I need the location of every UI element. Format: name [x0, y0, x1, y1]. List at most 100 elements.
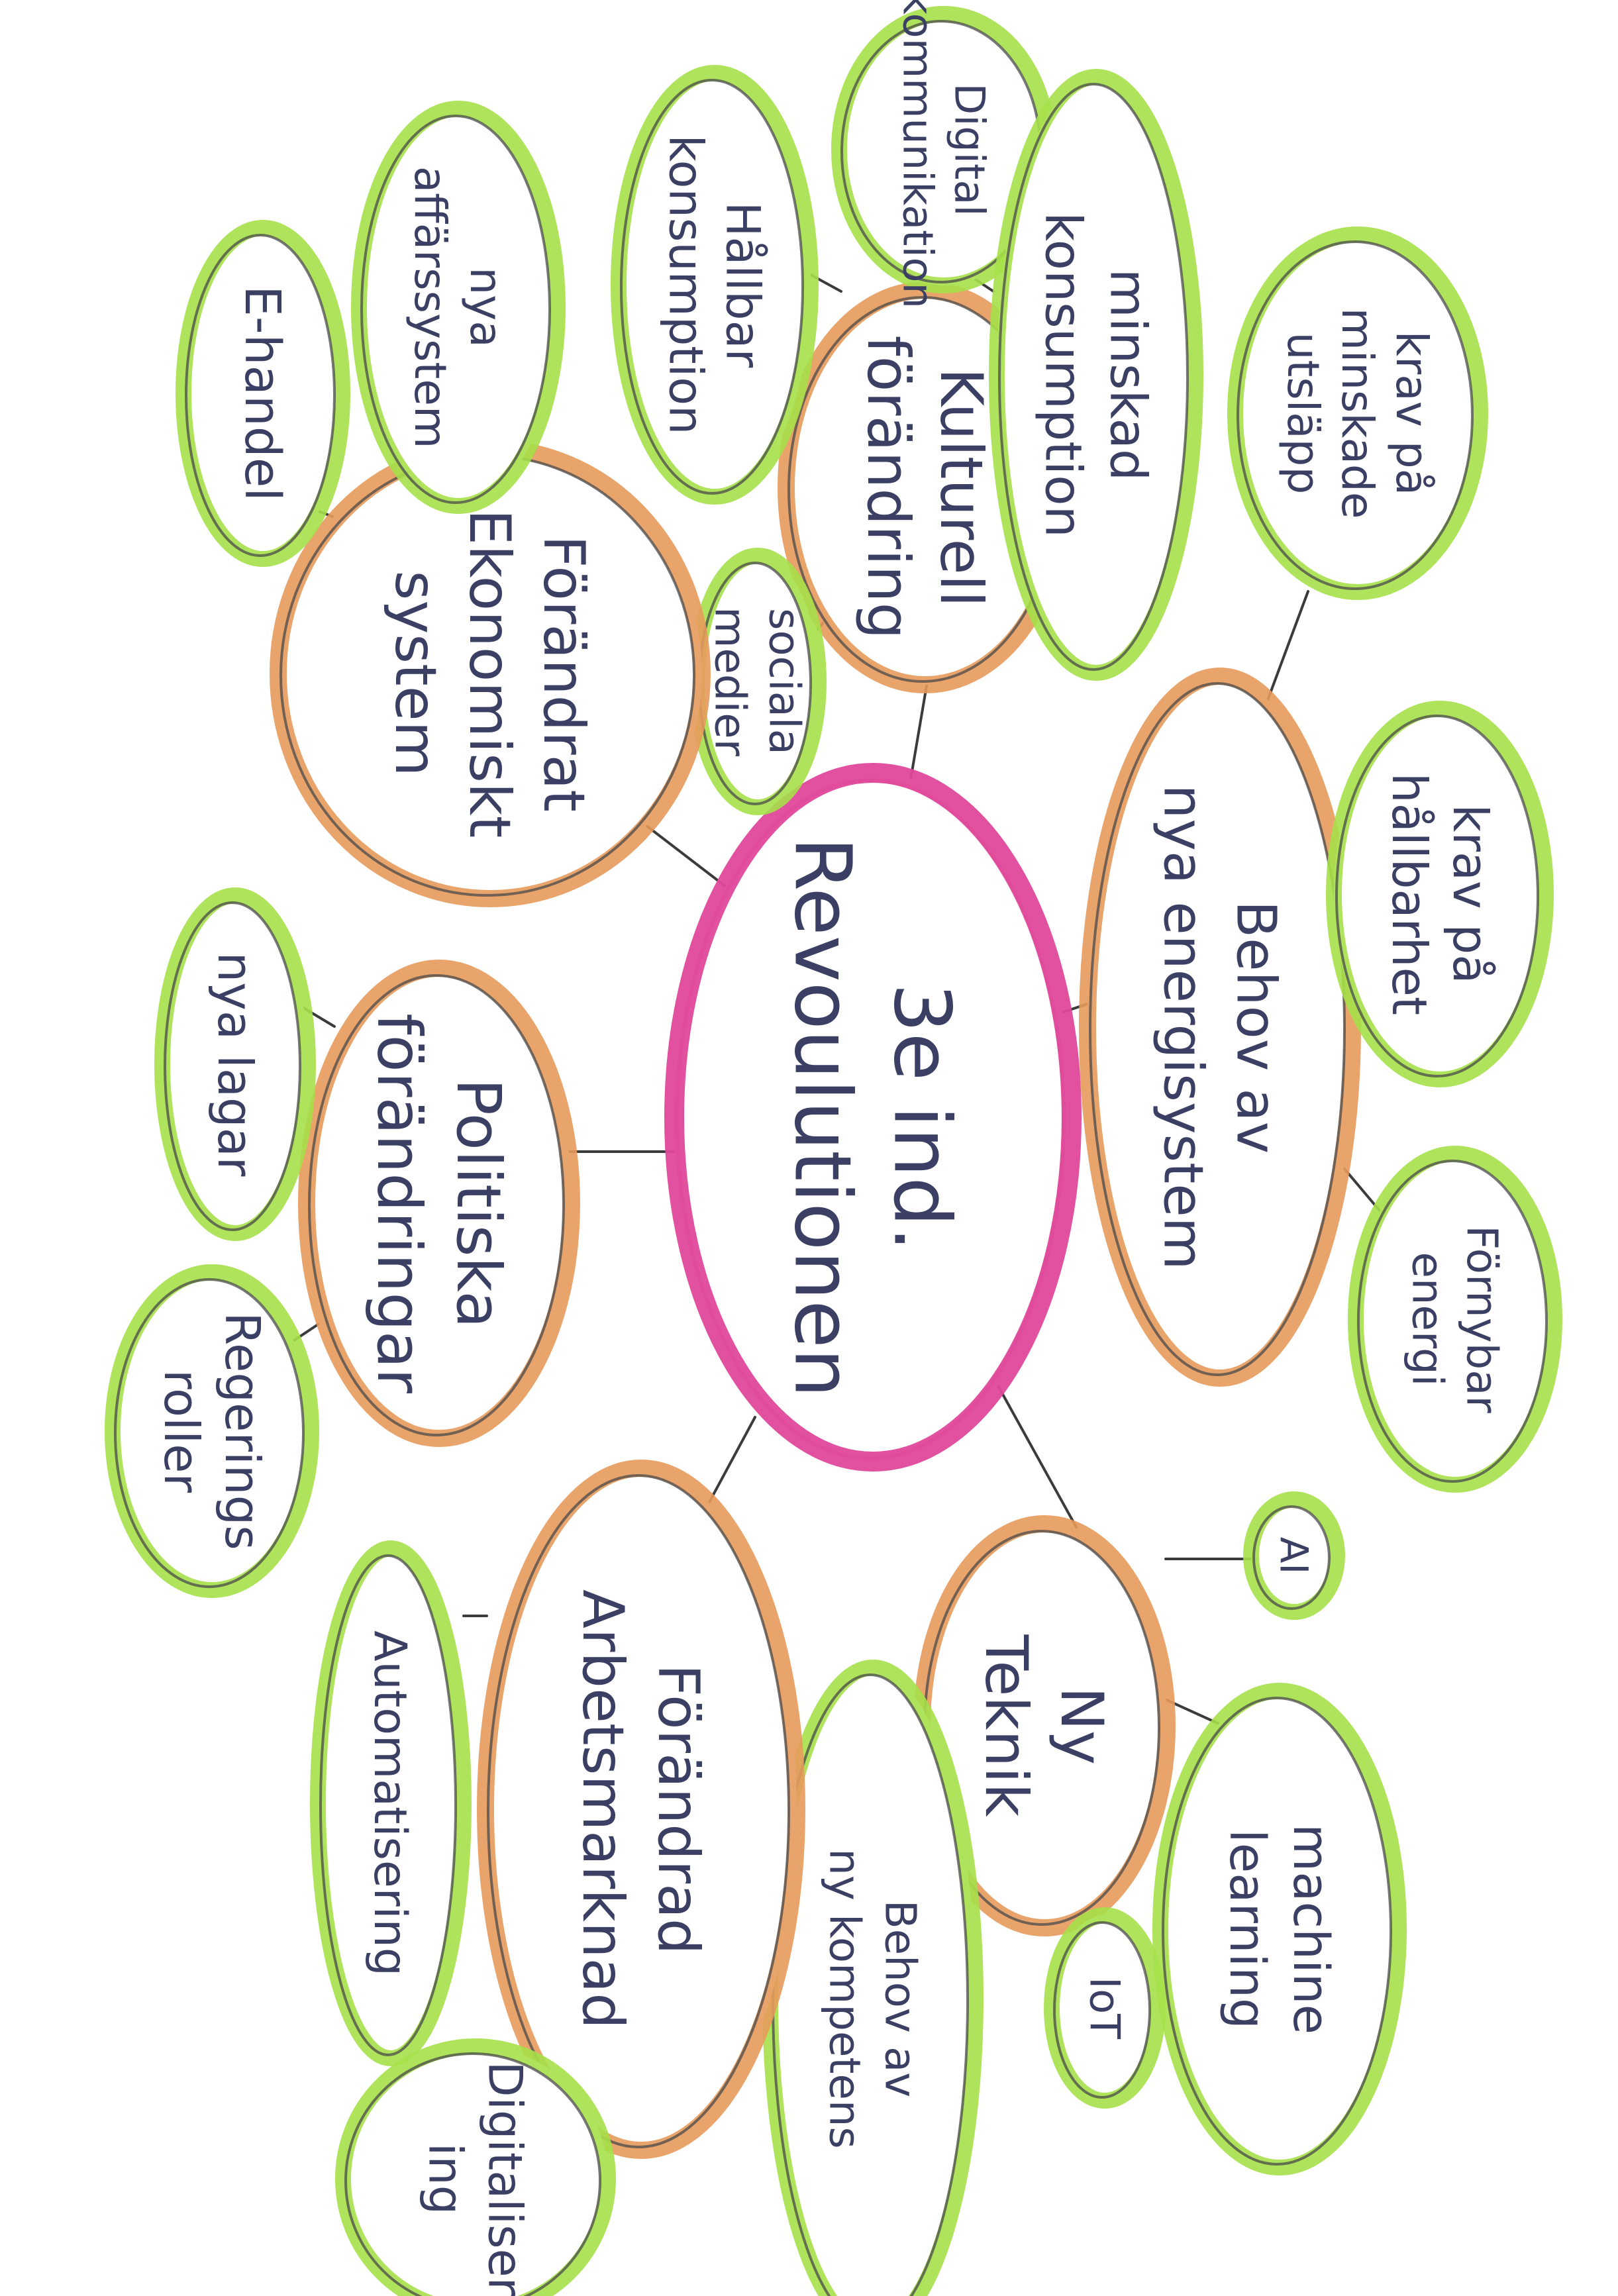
center-node-label: 3e ind.Revoulutionen [778, 836, 968, 1397]
node-minskad-konsumption-label: minskadkonsumption [1034, 212, 1158, 538]
node-nya-affarssystem-label-line: affärssystem [405, 166, 456, 449]
node-digitalisering-label: Digitalisering [419, 2062, 532, 2296]
node-nya-affarssystem-outline [351, 101, 566, 514]
node-regeringsroller-label: Regeringsroller [154, 1312, 270, 1550]
node-behov-nya-energisystem: Behov avnya energisystem [1079, 668, 1361, 1387]
node-politiska-forandringar-outline [298, 960, 580, 1447]
node-digital-kommunikation-label: Digitalkommunikation [893, 0, 993, 309]
node-nya-lagar-label: nya lagar [207, 952, 263, 1177]
node-iot-outline [1044, 1907, 1166, 2109]
node-automatisering-label-line: Automatisering [364, 1630, 416, 1976]
node-forandrad-arbetsmarknad-outline [477, 1460, 805, 2159]
center-node: 3e ind.Revoulutionen [664, 763, 1082, 1472]
node-fornybar-energi: Förnybarenergi [1348, 1146, 1562, 1493]
node-minskad-konsumption-pen-outline [998, 83, 1189, 671]
node-politiska-forandringar-pen-outline [308, 974, 565, 1436]
node-sociala-medier-label: socialamedier [705, 607, 809, 757]
node-kulturell-forandring-label-line: förändring [854, 336, 923, 640]
node-krav-minskade-utslapp-label-line: krav på [1386, 331, 1437, 495]
node-hallbar-konsumption-label: Hållbarkonsumption [659, 135, 770, 435]
node-digitalisering-pen-outline [344, 2052, 601, 2296]
nodes: 3e ind.Revoulutionen Kulturellförändring D… [105, 0, 1562, 2296]
node-forandrat-ekonomiskt-system-label-line: Förändrat [531, 535, 597, 812]
node-digital-kommunikation-label-line: kommunikation [893, 0, 942, 309]
node-ai-pen-outline [1252, 1505, 1331, 1610]
node-automatisering-outline [310, 1540, 472, 2066]
node-sociala-medier: socialamedier [689, 548, 827, 815]
node-fornybar-energi-label-line: Förnybar [1457, 1225, 1506, 1413]
node-hallbar-konsumption-label-line: konsumption [659, 135, 713, 435]
node-politiska-forandringar-label: Politiskaförändringar [364, 1013, 514, 1393]
node-forandrat-ekonomiskt-system: FörändratEkonomisktsystem [270, 440, 711, 907]
node-behov-ny-kompetens-label-line: ny kompetens [820, 1848, 869, 2148]
node-fornybar-energi-label-line: energi [1403, 1252, 1452, 1387]
node-nya-affarssystem-label: nyaaffärssystem [405, 166, 511, 449]
node-kulturell-forandring: Kulturellförändring [778, 281, 1073, 693]
node-krav-minskade-utslapp-label-line: minskade [1332, 308, 1383, 519]
node-krav-minskade-utslapp-label-line: utsläpp [1278, 332, 1329, 495]
node-sociala-medier-label-line: sociala [760, 608, 809, 755]
node-automatisering-label: Automatisering [364, 1630, 416, 1976]
link-center-teknik [992, 1376, 1078, 1528]
node-digitalisering-label-line: ing [419, 2143, 473, 2215]
link-center-arbetsmarknad [707, 1416, 756, 1505]
node-nya-affarssystem-label-line: nya [460, 267, 511, 347]
node-behov-nya-energisystem-pen-outline [1089, 682, 1346, 1376]
node-hallbar-konsumption: Hållbarkonsumption [611, 65, 819, 505]
node-ai-label: AI [1272, 1537, 1317, 1575]
node-digitalisering-outline [335, 2038, 616, 2296]
node-iot-label-line: IoT [1080, 1977, 1129, 2040]
node-machine-learning-pen-outline [1162, 1697, 1392, 2166]
node-hallbar-konsumption-outline [611, 65, 819, 505]
node-minskad-konsumption-label-line: minskad [1099, 269, 1158, 481]
node-regeringsroller-label-line: Regerings [215, 1312, 270, 1550]
node-machine-learning: machinelearning [1152, 1683, 1407, 2175]
node-forandrat-ekonomiskt-system-label-line: system [382, 571, 448, 777]
node-krav-minskade-utslapp-pen-outline [1237, 240, 1474, 590]
node-forandrat-ekonomiskt-system-label-line: Ekonomiskt [456, 509, 523, 838]
node-forandrad-arbetsmarknad-pen-outline [487, 1474, 790, 2148]
node-automatisering: Automatisering [310, 1540, 472, 2066]
node-e-handel: E-handel [176, 220, 350, 567]
node-fornybar-energi-pen-outline [1357, 1160, 1548, 1483]
node-krav-hallbarhet-label-line: hållbarhet [1382, 773, 1437, 1015]
node-e-handel-label-line: E-handel [234, 285, 291, 501]
node-digitalisering-label-line: Digitaliser [478, 2062, 532, 2296]
node-iot-pen-outline [1053, 1921, 1151, 2099]
node-e-handel-pen-outline [185, 234, 336, 557]
node-nya-lagar: nya lagar [154, 887, 316, 1241]
node-nya-lagar-outline [154, 887, 316, 1241]
node-nya-lagar-label-line: nya lagar [207, 952, 263, 1177]
node-minskad-konsumption-label-line: konsumption [1034, 212, 1093, 538]
node-iot-label: IoT [1080, 1977, 1129, 2040]
node-machine-learning-label-line: machine [1282, 1824, 1339, 2034]
node-forandrad-arbetsmarknad-label-line: Arbetsmarknad [570, 1589, 636, 2029]
node-regeringsroller: Regeringsroller [105, 1264, 319, 1598]
node-iot: IoT [1044, 1907, 1166, 2109]
node-krav-hallbarhet-label: krav påhållbarhet [1382, 773, 1498, 1015]
node-krav-hallbarhet-label-line: krav på [1442, 805, 1498, 984]
center-node-label-line: 3e ind. [877, 983, 968, 1251]
node-regeringsroller-outline [105, 1264, 319, 1598]
node-fornybar-energi-outline [1348, 1146, 1562, 1493]
node-behov-nya-energisystem-outline [1079, 668, 1361, 1387]
node-hallbar-konsumption-label-line: Hållbar [716, 202, 770, 368]
node-regeringsroller-label-line: roller [154, 1370, 209, 1493]
center-node-label-line: Revoulutionen [778, 836, 869, 1397]
node-behov-nya-energisystem-label-line: nya energisystem [1151, 784, 1214, 1270]
node-forandrad-arbetsmarknad-label: FörändradArbetsmarknad [570, 1589, 711, 2029]
node-machine-learning-label-line: learning [1219, 1829, 1276, 2029]
node-krav-hallbarhet: krav påhållbarhet [1326, 701, 1554, 1087]
node-behov-nya-energisystem-label: Behov avnya energisystem [1151, 784, 1287, 1270]
node-ny-teknik-label: NyTeknik [972, 1634, 1116, 1817]
node-nya-affarssystem-pen-outline [360, 115, 551, 504]
node-kulturell-forandring-label-line: Kulturell [927, 368, 995, 607]
node-kulturell-forandring-label: Kulturellförändring [854, 336, 995, 640]
node-minskad-konsumption-outline [989, 69, 1203, 681]
node-krav-minskade-utslapp-outline [1227, 226, 1488, 600]
node-ai-outline [1243, 1491, 1345, 1620]
node-e-handel-label: E-handel [234, 285, 291, 501]
node-politiska-forandringar-label-line: Politiska [443, 1078, 514, 1328]
node-machine-learning-outline [1152, 1683, 1407, 2175]
node-machine-learning-label: machinelearning [1219, 1824, 1339, 2034]
